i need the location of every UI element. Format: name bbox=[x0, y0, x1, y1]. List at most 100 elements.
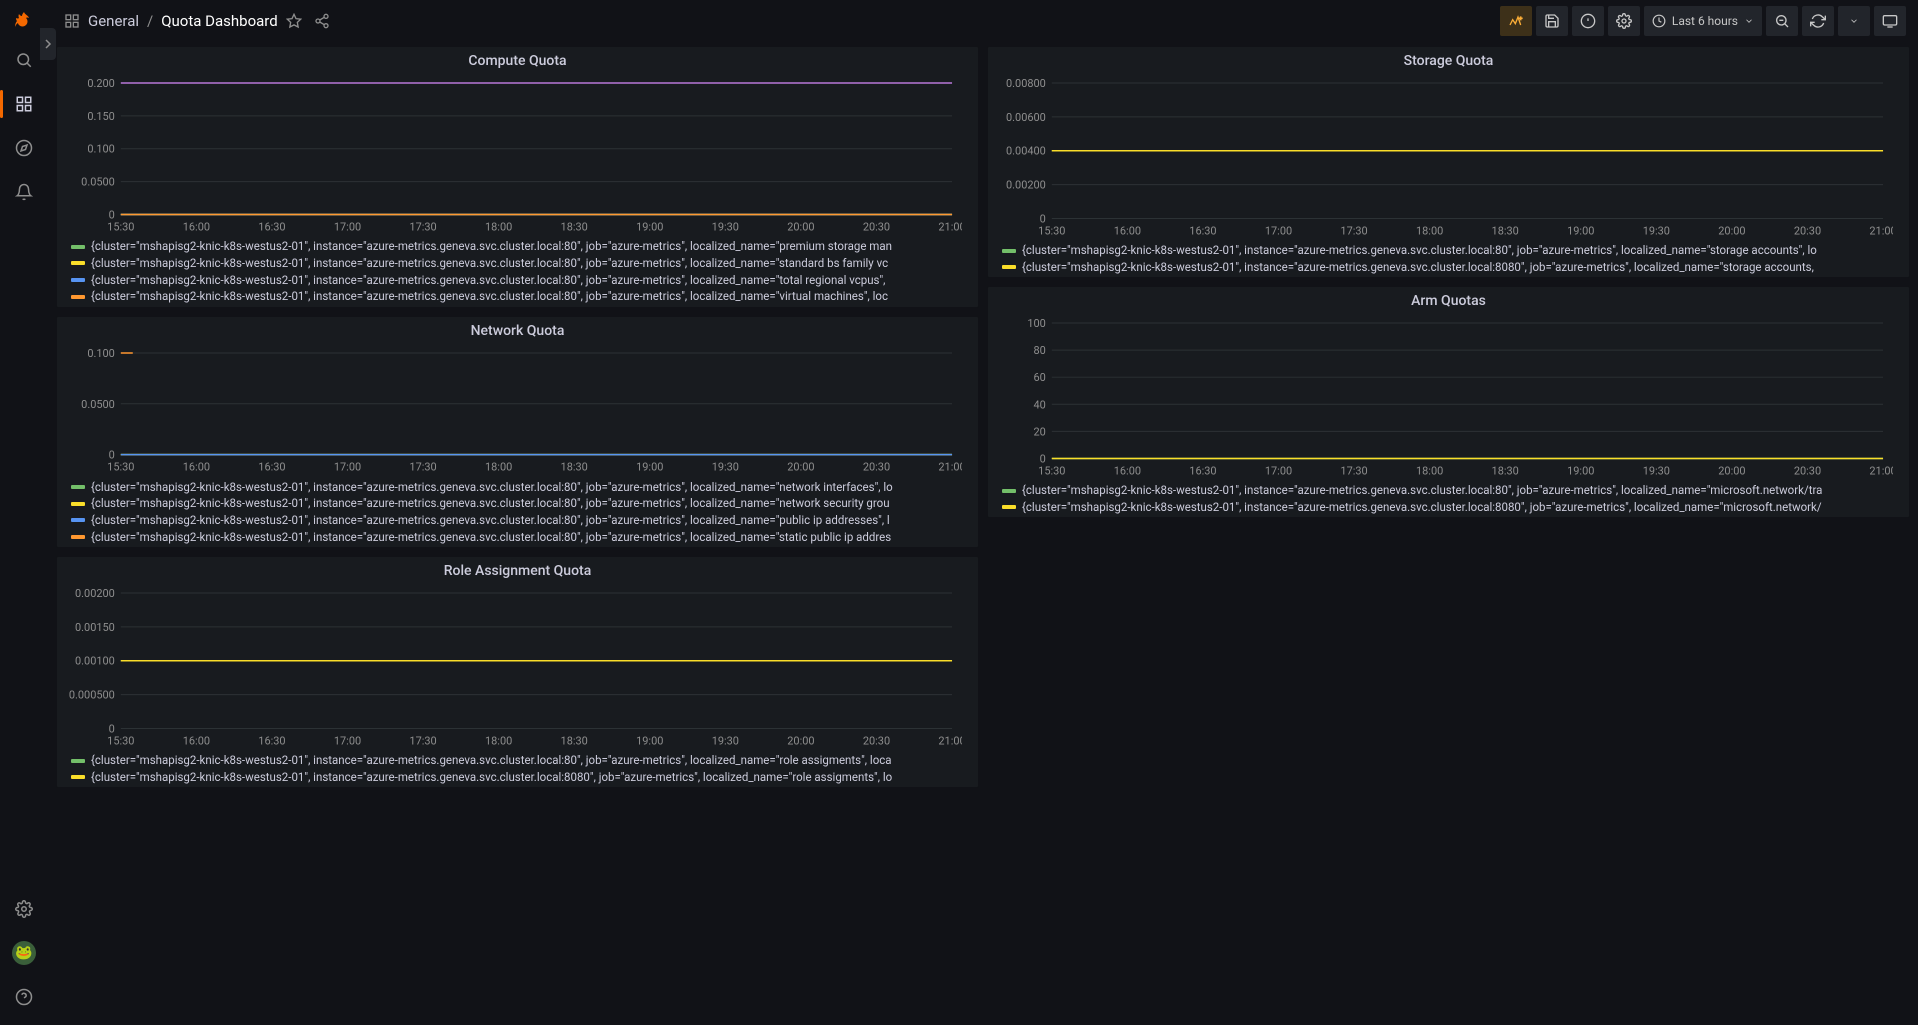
dashboard-insights-button[interactable] bbox=[1572, 6, 1604, 36]
svg-text:20:00: 20:00 bbox=[787, 461, 814, 474]
save-button[interactable] bbox=[1536, 6, 1568, 36]
svg-text:20: 20 bbox=[1034, 425, 1046, 438]
user-avatar[interactable]: 🐸 bbox=[12, 941, 36, 965]
refresh-interval-button[interactable] bbox=[1838, 6, 1870, 36]
svg-text:19:00: 19:00 bbox=[636, 461, 663, 474]
add-panel-button[interactable] bbox=[1500, 6, 1532, 36]
legend-item[interactable]: {cluster="mshapisg2-knic-k8s-westus2-01"… bbox=[71, 288, 970, 305]
top-actions: Last 6 hours bbox=[1500, 6, 1906, 36]
legend-swatch bbox=[71, 245, 85, 249]
refresh-button[interactable] bbox=[1802, 6, 1834, 36]
settings-icon[interactable] bbox=[4, 889, 44, 929]
svg-text:20:00: 20:00 bbox=[1718, 464, 1745, 477]
tv-mode-button[interactable] bbox=[1874, 6, 1906, 36]
svg-text:20:30: 20:30 bbox=[863, 220, 890, 233]
svg-text:16:00: 16:00 bbox=[1114, 464, 1141, 477]
dashboards-icon[interactable] bbox=[4, 84, 44, 124]
chart-area[interactable]: 00.0005000.001000.001500.0020015:3016:00… bbox=[57, 581, 978, 750]
legend-swatch bbox=[71, 759, 85, 763]
zoom-out-button[interactable] bbox=[1766, 6, 1798, 36]
star-icon[interactable] bbox=[282, 9, 306, 33]
svg-text:0.00400: 0.00400 bbox=[1006, 145, 1046, 158]
search-icon[interactable] bbox=[4, 40, 44, 80]
svg-text:19:30: 19:30 bbox=[1643, 464, 1670, 477]
breadcrumb-separator: / bbox=[147, 12, 153, 30]
panel-compute-quota[interactable]: Compute Quota00.05000.1000.1500.20015:30… bbox=[56, 46, 979, 308]
svg-text:0.00600: 0.00600 bbox=[1006, 111, 1046, 124]
panel-title: Role Assignment Quota bbox=[57, 557, 978, 581]
panel-title: Storage Quota bbox=[988, 47, 1909, 71]
legend-item[interactable]: {cluster="mshapisg2-knic-k8s-westus2-01"… bbox=[71, 272, 970, 289]
panel-role-assignment-quota[interactable]: Role Assignment Quota00.0005000.001000.0… bbox=[56, 556, 979, 788]
svg-text:18:30: 18:30 bbox=[561, 461, 588, 474]
panel-legend: {cluster="mshapisg2-knic-k8s-westus2-01"… bbox=[988, 480, 1909, 517]
legend-item[interactable]: {cluster="mshapisg2-knic-k8s-westus2-01"… bbox=[71, 495, 970, 512]
legend-label: {cluster="mshapisg2-knic-k8s-westus2-01"… bbox=[91, 288, 888, 305]
svg-text:18:30: 18:30 bbox=[1492, 464, 1519, 477]
legend-swatch bbox=[71, 535, 85, 539]
svg-text:19:00: 19:00 bbox=[1567, 224, 1594, 237]
legend-item[interactable]: {cluster="mshapisg2-knic-k8s-westus2-01"… bbox=[1002, 499, 1901, 516]
share-icon[interactable] bbox=[310, 9, 334, 33]
legend-label: {cluster="mshapisg2-knic-k8s-westus2-01"… bbox=[91, 272, 885, 289]
svg-text:0.00200: 0.00200 bbox=[1006, 179, 1046, 192]
breadcrumb: General / Quota Dashboard bbox=[88, 12, 278, 30]
svg-text:0.00200: 0.00200 bbox=[75, 587, 115, 600]
panel-title: Arm Quotas bbox=[988, 287, 1909, 311]
chart-area[interactable]: 00.05000.10015:3016:0016:3017:0017:3018:… bbox=[57, 341, 978, 477]
explore-icon[interactable] bbox=[4, 128, 44, 168]
legend-item[interactable]: {cluster="mshapisg2-knic-k8s-westus2-01"… bbox=[1002, 242, 1901, 259]
dashboard-settings-button[interactable] bbox=[1608, 6, 1640, 36]
legend-label: {cluster="mshapisg2-knic-k8s-westus2-01"… bbox=[1022, 499, 1822, 516]
legend-item[interactable]: {cluster="mshapisg2-knic-k8s-westus2-01"… bbox=[71, 512, 970, 529]
svg-text:21:00: 21:00 bbox=[1869, 464, 1893, 477]
panel-storage-quota[interactable]: Storage Quota00.002000.004000.006000.008… bbox=[987, 46, 1910, 278]
svg-text:17:30: 17:30 bbox=[409, 461, 436, 474]
panel-arm-quotas[interactable]: Arm Quotas02040608010015:3016:0016:3017:… bbox=[987, 286, 1910, 518]
legend-item[interactable]: {cluster="mshapisg2-knic-k8s-westus2-01"… bbox=[1002, 259, 1901, 276]
legend-item[interactable]: {cluster="mshapisg2-knic-k8s-westus2-01"… bbox=[71, 529, 970, 546]
svg-text:18:00: 18:00 bbox=[485, 220, 512, 233]
panel-legend: {cluster="mshapisg2-knic-k8s-westus2-01"… bbox=[57, 750, 978, 787]
legend-label: {cluster="mshapisg2-knic-k8s-westus2-01"… bbox=[91, 512, 890, 529]
grafana-logo[interactable] bbox=[10, 8, 38, 36]
svg-text:16:00: 16:00 bbox=[183, 734, 210, 747]
legend-swatch bbox=[1002, 489, 1016, 493]
alerting-icon[interactable] bbox=[4, 172, 44, 212]
legend-label: {cluster="mshapisg2-knic-k8s-westus2-01"… bbox=[91, 495, 890, 512]
chart-area[interactable]: 00.05000.1000.1500.20015:3016:0016:3017:… bbox=[57, 71, 978, 236]
svg-text:19:30: 19:30 bbox=[712, 461, 739, 474]
page-title[interactable]: Quota Dashboard bbox=[161, 12, 277, 30]
svg-text:60: 60 bbox=[1034, 371, 1046, 384]
sidebar: 🐸 bbox=[0, 0, 48, 1025]
svg-text:19:30: 19:30 bbox=[712, 734, 739, 747]
chart-area[interactable]: 02040608010015:3016:0016:3017:0017:3018:… bbox=[988, 311, 1909, 480]
legend-item[interactable]: {cluster="mshapisg2-knic-k8s-westus2-01"… bbox=[71, 238, 970, 255]
legend-item[interactable]: {cluster="mshapisg2-knic-k8s-westus2-01"… bbox=[71, 769, 970, 786]
svg-text:16:00: 16:00 bbox=[1114, 224, 1141, 237]
svg-text:15:30: 15:30 bbox=[107, 734, 134, 747]
sidebar-expand-toggle[interactable] bbox=[40, 28, 56, 60]
svg-text:16:00: 16:00 bbox=[183, 461, 210, 474]
breadcrumb-folder[interactable]: General bbox=[88, 12, 139, 30]
time-picker-button[interactable]: Last 6 hours bbox=[1644, 6, 1762, 36]
legend-item[interactable]: {cluster="mshapisg2-knic-k8s-westus2-01"… bbox=[71, 479, 970, 496]
svg-text:18:00: 18:00 bbox=[1416, 464, 1443, 477]
svg-text:16:30: 16:30 bbox=[258, 220, 285, 233]
help-icon[interactable] bbox=[4, 977, 44, 1017]
dashboards-breadcrumb-icon[interactable] bbox=[60, 9, 84, 33]
svg-text:16:30: 16:30 bbox=[258, 461, 285, 474]
legend-item[interactable]: {cluster="mshapisg2-knic-k8s-westus2-01"… bbox=[71, 255, 970, 272]
panel-legend: {cluster="mshapisg2-knic-k8s-westus2-01"… bbox=[57, 236, 978, 307]
legend-item[interactable]: {cluster="mshapisg2-knic-k8s-westus2-01"… bbox=[71, 752, 970, 769]
main: General / Quota Dashboard La bbox=[48, 0, 1918, 1025]
svg-text:16:00: 16:00 bbox=[183, 220, 210, 233]
chart-area[interactable]: 00.002000.004000.006000.0080015:3016:001… bbox=[988, 71, 1909, 240]
legend-swatch bbox=[71, 518, 85, 522]
legend-label: {cluster="mshapisg2-knic-k8s-westus2-01"… bbox=[1022, 259, 1814, 276]
topbar: General / Quota Dashboard La bbox=[48, 0, 1918, 42]
panel-network-quota[interactable]: Network Quota00.05000.10015:3016:0016:30… bbox=[56, 316, 979, 548]
legend-swatch bbox=[71, 485, 85, 489]
legend-label: {cluster="mshapisg2-knic-k8s-westus2-01"… bbox=[91, 479, 893, 496]
legend-item[interactable]: {cluster="mshapisg2-knic-k8s-westus2-01"… bbox=[1002, 482, 1901, 499]
